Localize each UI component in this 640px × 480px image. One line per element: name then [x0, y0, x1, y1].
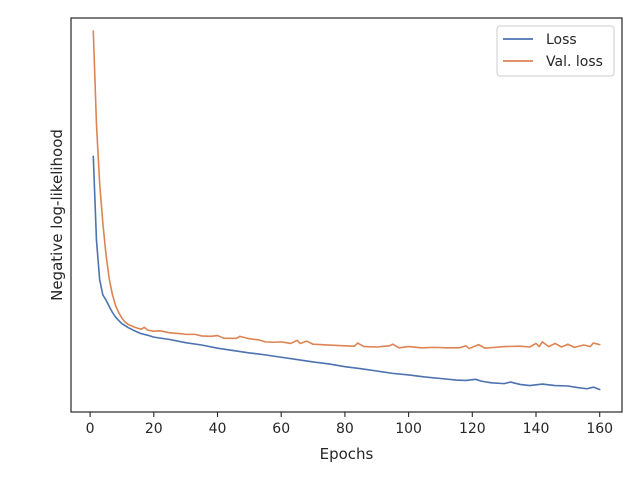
x-tick-label: 80	[336, 421, 354, 437]
series-line-loss	[92, 155, 601, 391]
x-tick-label: 60	[272, 421, 290, 437]
x-tick-label: 160	[586, 421, 613, 437]
y-axis-label: Negative log-likelihood	[48, 129, 66, 301]
series-line-val-loss	[92, 30, 601, 350]
legend-label: Val. loss	[546, 54, 603, 70]
x-tick-label: 20	[145, 421, 163, 437]
x-axis-label: Epochs	[320, 445, 374, 463]
x-tick-label: 100	[395, 421, 422, 437]
legend: Loss Val. loss	[496, 25, 615, 77]
x-axis: 0 20 40 60 80 100 120 140 160	[86, 412, 613, 437]
x-tick-label: 120	[459, 421, 486, 437]
x-tick-label: 0	[86, 421, 95, 437]
series-layer	[92, 30, 601, 391]
plot-frame	[70, 17, 623, 413]
x-tick-label: 40	[209, 421, 227, 437]
legend-label: Loss	[546, 32, 577, 48]
x-tick-label: 140	[523, 421, 550, 437]
